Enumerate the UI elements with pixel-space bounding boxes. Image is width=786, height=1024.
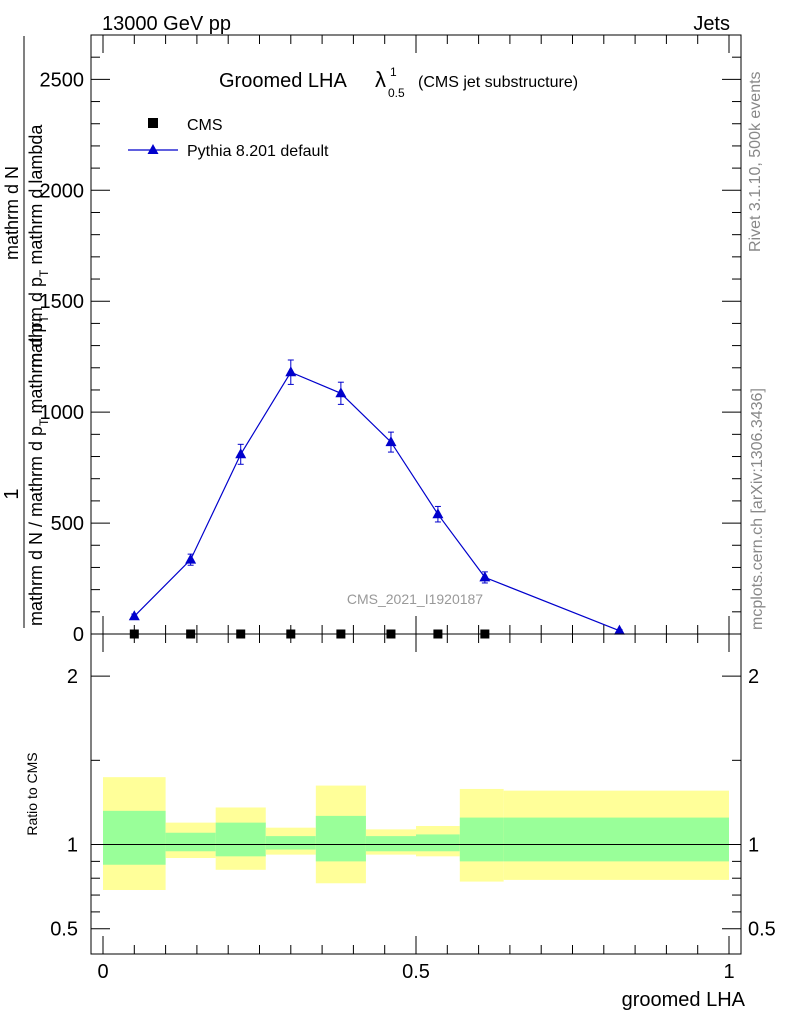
xtick-label: 0.5 [402,961,430,983]
title-main: Groomed LHA [219,70,347,92]
ratio-ytick-label: 1 [67,835,78,857]
main-ticks: 0 500 1000 1500 2000 2500 [40,35,741,646]
mcplots-label: mcplots.cern.ch [arXiv:1306.3436] [749,388,766,630]
legend-pythia-label: Pythia 8.201 default [187,143,329,160]
ratio-ytick-label: 0.5 [50,919,78,941]
xtick-label: 0 [97,961,108,983]
ratio-band-inner [103,810,166,865]
ratio-band-inner [459,817,504,862]
chart-title: Groomed LHA λ 1 0.5 (CMS jet substructur… [219,65,578,100]
watermark: CMS_2021_I1920187 [347,591,483,607]
legend-cms-marker [148,118,158,128]
title-note: (CMS jet substructure) [418,74,578,91]
ratio-band-inner [416,834,460,852]
ylabel-outer-den: mathrm d N / mathrm d pT mathrm d pT [26,315,51,626]
legend: CMS Pythia 8.201 default [128,117,329,160]
legend-cms-label: CMS [187,117,223,134]
pythia-point [235,448,247,459]
pythia-point [285,366,297,377]
main-ylabel: 1 mathrm d N / mathrm d pT mathrm d pT m… [1,36,51,628]
main-ytick-label: 0 [73,624,84,646]
ratio-band-inner [503,817,729,862]
main-ytick-label: 2000 [40,180,85,202]
ylabel-inner-den: mathrm d pT mathrm d lambda [26,124,51,368]
ratio-band-inner [265,836,316,850]
x-axis-label: groomed LHA [622,989,746,1011]
ratio-band-inner [215,822,266,857]
main-panel: 0 500 1000 1500 2000 2500 [40,34,742,646]
main-ytick-label: 1500 [40,291,85,313]
main-ytick-label: 2500 [40,69,85,91]
title-lambda: λ [375,67,386,92]
pythia-point [335,387,347,398]
ylabel-inner-num: mathrm d N [2,166,22,260]
header-right: Jets [693,13,730,35]
ratio-band-inner [315,815,366,862]
rivet-label: Rivet 3.1.10, 500k events [747,71,764,252]
ratio-band-inner [165,832,216,852]
pythia-point [613,624,625,635]
pythia-point [479,571,491,582]
pythia-point [385,436,397,447]
ratio-bands [103,777,729,890]
legend-pythia-marker [147,144,159,154]
header-left: 13000 GeV pp [102,13,231,35]
pythia-point [128,610,140,621]
main-ytick-label: 500 [51,513,84,535]
pythia-point [432,508,444,519]
ratio-ytick-label-right: 2 [748,666,759,688]
main-ytick-label: 1000 [40,402,85,424]
xtick-label: 1 [723,961,734,983]
ratio-ytick-label-right: 0.5 [748,919,776,941]
ratio-ticks: 0.5 0.5 1 1 2 2 0 0.5 1 [50,634,776,983]
pythia-point [185,553,197,564]
ratio-band-inner [365,836,416,852]
ratio-ytick-label: 2 [67,666,78,688]
title-sup: 1 [390,65,397,79]
ratio-ylabel: Ratio to CMS [24,752,40,835]
ratio-panel: 0.5 0.5 1 1 2 2 0 0.5 1 [50,633,776,983]
title-sub: 0.5 [388,86,405,100]
ylabel-one: 1 [1,488,23,499]
ratio-ytick-label-right: 1 [748,835,759,857]
